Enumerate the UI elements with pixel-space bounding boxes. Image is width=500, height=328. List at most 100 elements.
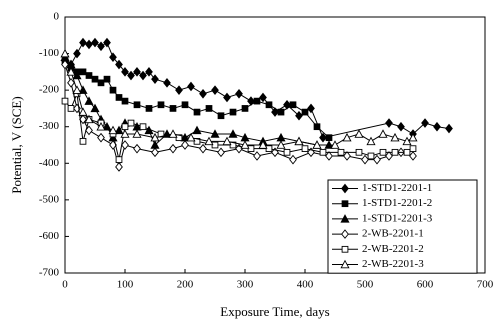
marker [73,48,81,59]
marker [343,151,351,161]
y-tick-label: -100 [39,47,60,59]
marker [295,110,303,121]
y-tick-label: -600 [39,230,60,242]
marker [240,140,250,149]
marker [325,134,333,142]
marker [187,81,195,92]
marker [253,151,261,161]
marker [325,151,333,161]
marker [307,103,315,114]
marker [355,148,363,156]
marker [341,229,349,239]
marker [312,140,322,149]
marker [367,152,375,160]
marker [289,101,297,109]
marker [120,129,130,138]
marker [163,78,171,88]
y-axis-title: Potential, V (SCE) [9,96,24,193]
marker [127,119,135,127]
x-axis-title: Exposure Time, days [220,304,329,319]
marker [97,79,105,87]
marker [445,123,453,134]
y-tick-label: -700 [39,267,60,279]
plot-frame [64,16,486,274]
marker [265,101,273,109]
marker [121,140,129,150]
marker [192,125,202,135]
marker [132,129,142,138]
marker [301,108,309,116]
marker [127,70,135,81]
marker [259,92,267,103]
marker [169,105,177,112]
marker [229,108,237,116]
marker [151,74,159,84]
x-tick-label: 100 [117,279,134,291]
marker [85,39,93,50]
marker [157,101,165,109]
y-tick-label: -300 [39,120,60,132]
marker [121,67,129,77]
marker [85,72,93,79]
marker [145,105,153,112]
marker [199,88,207,99]
marker [79,114,87,125]
marker [91,75,99,83]
marker [79,68,87,76]
marker [61,59,69,70]
marker [397,121,405,132]
marker [258,140,268,149]
marker [391,148,399,156]
marker [150,132,160,142]
marker [366,136,376,146]
marker [67,78,75,88]
marker [341,183,349,194]
y-tick-label: 0 [54,11,60,23]
marker [217,147,225,158]
marker [289,154,297,165]
marker [151,147,159,158]
marker [115,59,123,70]
marker [139,70,147,81]
x-tick-label: 500 [357,279,374,291]
marker [91,37,99,48]
marker [247,96,255,106]
marker [103,75,111,83]
marker [403,148,411,156]
x-tick-label: 400 [297,279,314,291]
marker [276,132,286,142]
marker [342,132,352,142]
marker [340,259,350,269]
marker [385,151,393,161]
marker [103,37,111,48]
marker [72,85,82,94]
marker [199,143,207,154]
marker [385,118,393,128]
marker [115,156,123,163]
marker [421,118,429,128]
marker [84,114,94,124]
marker [181,101,189,109]
marker [169,143,177,154]
marker [283,148,291,156]
marker [139,123,147,131]
legend-label: 2-WB-2201-2 [362,243,424,255]
marker [193,108,201,116]
marker [240,132,250,142]
marker [79,37,87,48]
legend-label: 1-STD1-2201-3 [362,212,433,224]
legend-label: 1-STD1-2201-2 [362,197,432,209]
marker [145,67,153,77]
marker [204,136,214,146]
marker [222,136,232,146]
x-tick-label: 200 [177,279,194,291]
marker [330,140,340,149]
marker [78,107,88,116]
marker [109,86,117,94]
marker [313,123,321,131]
marker [241,105,249,112]
marker [186,132,196,142]
marker [133,67,141,77]
x-tick-label: 600 [417,279,434,291]
